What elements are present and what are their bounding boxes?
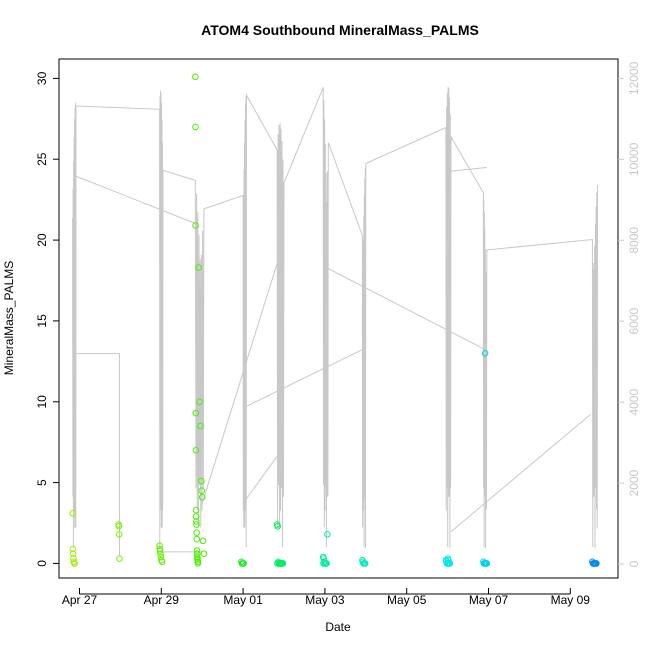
data-point <box>593 560 600 567</box>
data-point <box>197 422 204 430</box>
x-tick-label: May 05 <box>387 593 427 607</box>
x-axis-label: Date <box>325 620 351 634</box>
data-point <box>157 553 165 561</box>
secondary-series-connector <box>447 167 487 172</box>
data-point <box>192 409 200 417</box>
data-point <box>193 529 200 537</box>
x-tick-label: May 01 <box>223 593 263 607</box>
x-axis: Apr 27 Apr 29 May 01 May 03 May 05 May 07 May … <box>62 588 590 607</box>
data-point <box>69 510 76 517</box>
data-point <box>193 518 200 525</box>
y2-tick-label: 6000 <box>627 308 641 335</box>
secondary-y-axis: 0 2000 4000 6000 8000 10000 12000 <box>618 61 641 567</box>
data-point <box>71 560 78 567</box>
data-point <box>483 560 491 567</box>
secondary-series-connector <box>246 349 363 407</box>
data-point <box>115 531 123 538</box>
x-tick-label: May 07 <box>469 593 509 607</box>
secondary-series-connector <box>242 446 285 504</box>
data-point <box>481 350 489 357</box>
y-tick-label: 0 <box>35 560 49 567</box>
data-point <box>195 264 202 271</box>
data-point <box>200 550 208 558</box>
y-tick-label: 15 <box>35 314 49 328</box>
y2-tick-label: 12000 <box>627 61 641 95</box>
data-point <box>192 222 199 229</box>
data-point <box>196 398 203 406</box>
y-tick-label: 5 <box>35 479 49 486</box>
x-tick-label: May 09 <box>551 593 591 607</box>
data-point <box>70 555 77 562</box>
data-point <box>274 523 282 530</box>
data-point <box>323 560 330 567</box>
data-point <box>199 537 207 545</box>
data-point <box>361 560 368 567</box>
data-point <box>445 556 452 564</box>
data-point <box>240 560 247 567</box>
y2-tick-label: 0 <box>627 560 641 567</box>
data-point <box>156 547 164 554</box>
data-point <box>116 555 123 562</box>
data-point <box>193 550 201 558</box>
data-point <box>158 558 166 566</box>
data-point <box>115 523 123 530</box>
y-axis: 0 5 10 15 20 25 30 <box>35 71 59 567</box>
y2-tick-label: 2000 <box>627 469 641 496</box>
x-tick-label: May 03 <box>305 593 345 607</box>
secondary-series-line <box>72 86 598 556</box>
secondary-series-connector <box>450 413 592 533</box>
secondary-series-connector <box>328 268 486 351</box>
data-points <box>69 73 600 567</box>
y-axis-label: MineralMass_PALMS <box>2 261 16 375</box>
secondary-series-connector <box>201 252 282 504</box>
data-point <box>157 550 164 558</box>
data-point <box>69 550 77 558</box>
x-tick-label: Apr 29 <box>144 593 180 607</box>
data-point <box>198 493 206 501</box>
data-point <box>192 506 200 514</box>
data-point <box>198 477 205 485</box>
data-point <box>320 560 327 567</box>
y-tick-label: 25 <box>35 152 49 166</box>
y-tick-label: 10 <box>35 395 49 409</box>
y2-tick-label: 8000 <box>627 227 641 254</box>
plot-frame <box>58 58 619 579</box>
x-tick-label: Apr 27 <box>62 593 98 607</box>
data-point <box>198 487 205 495</box>
data-point <box>192 447 200 454</box>
data-point <box>193 535 201 543</box>
data-point <box>274 560 281 567</box>
data-point <box>156 542 163 550</box>
y2-tick-label: 10000 <box>627 142 641 176</box>
data-point <box>193 521 200 528</box>
data-point <box>192 513 200 520</box>
data-point <box>324 531 331 538</box>
secondary-series-trace <box>72 86 598 549</box>
data-point <box>193 547 201 554</box>
secondary-series-connector <box>74 175 198 225</box>
data-point <box>194 560 202 567</box>
data-point <box>192 73 199 81</box>
chart-title: ATOM4 Southbound MineralMass_PALMS <box>201 22 479 38</box>
y-tick-label: 30 <box>35 71 49 85</box>
y2-tick-label: 4000 <box>627 389 641 416</box>
data-point <box>192 123 199 131</box>
y-tick-label: 20 <box>35 233 49 247</box>
data-point <box>69 545 77 553</box>
